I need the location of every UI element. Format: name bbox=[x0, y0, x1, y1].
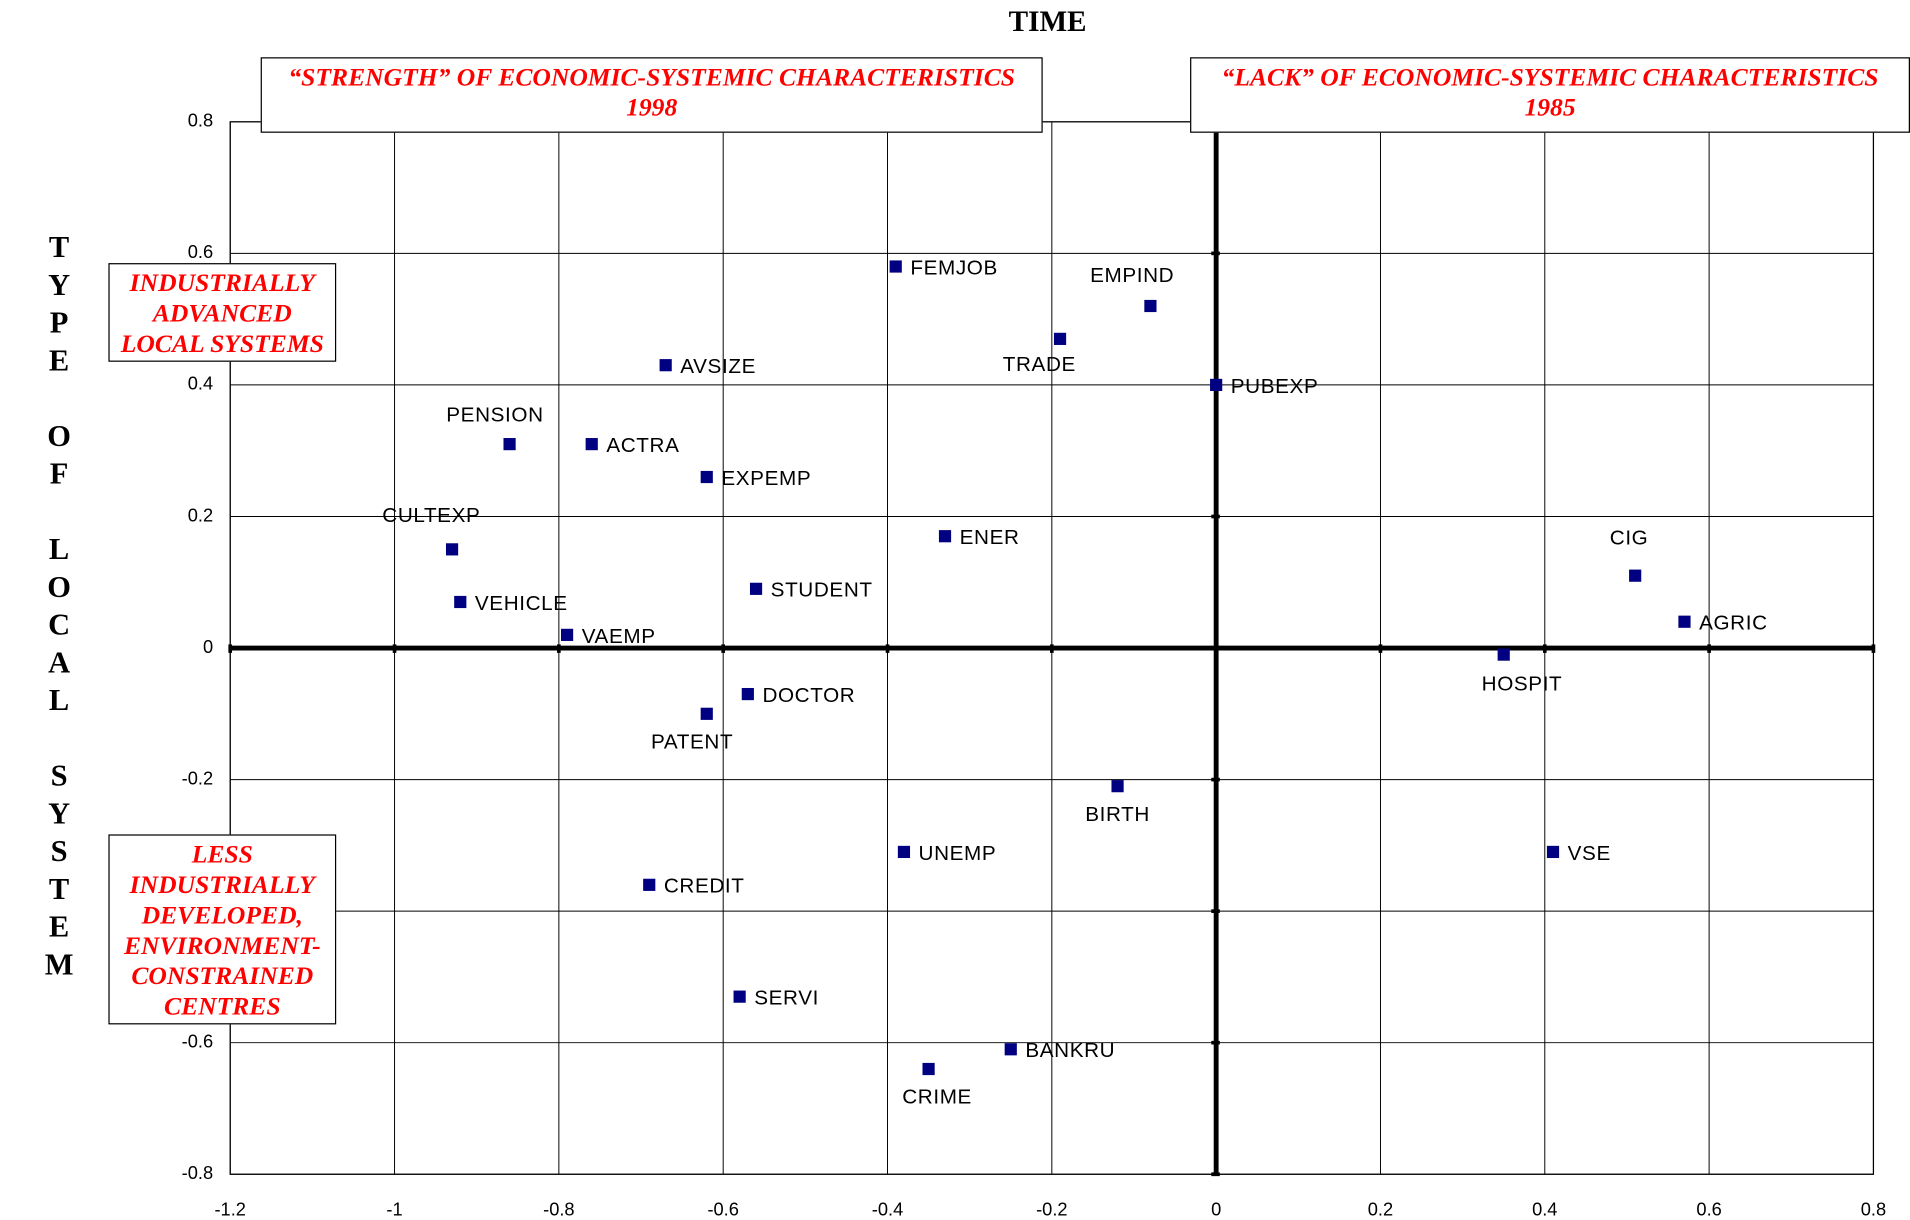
x-tick-label: -0.2 bbox=[1036, 1199, 1067, 1220]
point-label: BANKRU bbox=[1025, 1039, 1115, 1062]
annotation: “LACK” OF ECONOMIC-SYSTEMIC CHARACTERIST… bbox=[1221, 62, 1879, 92]
point-label: HOSPIT bbox=[1482, 673, 1563, 696]
point bbox=[897, 845, 911, 859]
point bbox=[1678, 615, 1691, 628]
point-label: PENSION bbox=[446, 404, 543, 427]
point bbox=[938, 530, 952, 543]
point bbox=[560, 628, 574, 641]
x-tick-label: -1 bbox=[386, 1199, 402, 1220]
point bbox=[454, 595, 467, 609]
point bbox=[1546, 845, 1560, 859]
x-tick-label: 0.6 bbox=[1696, 1199, 1721, 1220]
y-tick-label: 0 bbox=[203, 636, 213, 657]
point-label: CRIME bbox=[902, 1086, 972, 1109]
x-tick-label: 0.8 bbox=[1861, 1199, 1886, 1220]
point bbox=[922, 1062, 935, 1076]
point-label: EXPEMP bbox=[721, 467, 811, 490]
point-label: PUBEXP bbox=[1231, 375, 1319, 398]
point-label: STUDENT bbox=[771, 579, 873, 602]
annotation-box: LESS INDUSTRIALLY DEVELOPED, ENVIRONMENT… bbox=[108, 834, 337, 1025]
point-label: AGRIC bbox=[1699, 612, 1768, 635]
annotation: CENTRES bbox=[164, 991, 281, 1021]
x-tick-label: -0.8 bbox=[543, 1199, 574, 1220]
point bbox=[1004, 1043, 1017, 1056]
annotation: DEVELOPED, bbox=[141, 900, 303, 930]
chart-title: TIME bbox=[1009, 6, 1087, 38]
x-tick-label: -0.6 bbox=[707, 1199, 738, 1220]
point bbox=[1111, 780, 1124, 793]
point-label: CREDIT bbox=[664, 875, 745, 898]
point bbox=[503, 438, 516, 451]
point-label: VAEMP bbox=[582, 625, 656, 648]
annotation: INDUSTRIALLY bbox=[129, 869, 315, 899]
x-tick-label: 0.2 bbox=[1368, 1199, 1393, 1220]
annotation: LOCAL SYSTEMS bbox=[120, 328, 324, 359]
y-tick-label: 0.6 bbox=[188, 241, 213, 262]
point-label: SERVI bbox=[754, 987, 819, 1010]
point bbox=[1497, 648, 1510, 661]
point bbox=[733, 990, 746, 1003]
x-tick-label: 0.4 bbox=[1532, 1199, 1557, 1220]
annotation: LESS bbox=[191, 839, 253, 869]
point-label: ACTRA bbox=[606, 434, 679, 457]
point bbox=[1144, 299, 1157, 313]
y-tick-label: 0.2 bbox=[188, 504, 213, 525]
point-label: CIG bbox=[1610, 527, 1649, 550]
point bbox=[889, 260, 902, 273]
point-label: VSE bbox=[1568, 842, 1611, 865]
annotation: “STRENGTH” OF ECONOMIC-SYSTEMIC CHARACTE… bbox=[288, 62, 1016, 92]
point-label: AVSIZE bbox=[680, 355, 756, 378]
point bbox=[700, 707, 713, 720]
point bbox=[585, 438, 598, 451]
annotation: CONSTRAINED bbox=[131, 961, 314, 991]
y-tick-label: 0.8 bbox=[188, 110, 213, 131]
annotation: ENVIRONMENT- bbox=[123, 930, 321, 960]
point bbox=[1629, 569, 1642, 582]
y-tick-label: 0.4 bbox=[188, 373, 213, 394]
y-axis-label: TYPE OF LOCAL SYSTEM bbox=[42, 231, 76, 987]
x-tick-label: -1.2 bbox=[214, 1199, 245, 1220]
point-label: ENER bbox=[960, 526, 1020, 549]
point-label: CULTEXP bbox=[382, 504, 480, 527]
point-label: EMPIND bbox=[1090, 264, 1174, 287]
point-label: BIRTH bbox=[1085, 803, 1150, 826]
point bbox=[659, 359, 672, 372]
annotation: 1985 bbox=[1524, 92, 1576, 122]
annotation-box: INDUSTRIALLY ADVANCED LOCAL SYSTEMS bbox=[108, 263, 337, 362]
point-label: DOCTOR bbox=[762, 684, 855, 707]
annotation: 1998 bbox=[626, 92, 678, 122]
annotation-box: “STRENGTH” OF ECONOMIC-SYSTEMIC CHARACTE… bbox=[260, 57, 1043, 133]
point bbox=[643, 878, 656, 891]
point bbox=[1053, 332, 1067, 345]
point bbox=[700, 470, 713, 484]
y-tick-label: -0.8 bbox=[182, 1162, 213, 1183]
point-label: VEHICLE bbox=[475, 592, 568, 615]
x-tick-label: -0.4 bbox=[872, 1199, 903, 1220]
point bbox=[1210, 378, 1223, 392]
annotation-box: “LACK” OF ECONOMIC-SYSTEMIC CHARACTERIST… bbox=[1190, 57, 1910, 133]
x-tick-label: 0 bbox=[1211, 1199, 1221, 1220]
point bbox=[749, 582, 763, 595]
annotation: INDUSTRIALLY bbox=[129, 267, 315, 298]
point-label: TRADE bbox=[1003, 353, 1076, 376]
y-tick-label: -0.6 bbox=[182, 1031, 213, 1052]
point-label: FEMJOB bbox=[910, 256, 998, 279]
point bbox=[445, 543, 459, 556]
point-label: PATENT bbox=[651, 731, 733, 754]
point-label: UNEMP bbox=[919, 842, 997, 865]
y-tick-label: -0.2 bbox=[182, 767, 213, 788]
annotation: ADVANCED bbox=[152, 298, 292, 328]
point bbox=[741, 687, 754, 701]
